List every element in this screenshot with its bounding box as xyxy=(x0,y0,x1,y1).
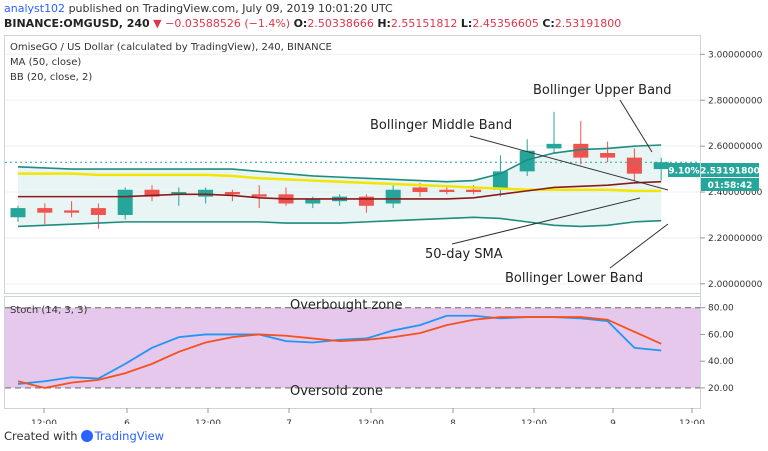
candle-body-22 xyxy=(600,153,616,158)
candle-body-18 xyxy=(492,171,508,190)
candle-body-1 xyxy=(37,208,53,213)
high-value: 2.55151812 xyxy=(390,17,458,30)
annotation-upper-band: Bollinger Upper Band xyxy=(533,83,672,98)
candle-body-3 xyxy=(90,208,106,215)
sma50-line xyxy=(18,172,662,193)
price-axis: 3.00000000 2.80000000 2.60000000 2.40000000… xyxy=(700,50,763,290)
arrow-lower-band xyxy=(609,223,669,269)
candle-body-24 xyxy=(653,162,669,170)
price-tick-label-4: 2.20000000 xyxy=(708,234,763,244)
author-link[interactable]: analyst102 xyxy=(4,2,66,15)
bb-legend: BB (20, close, 2) xyxy=(10,72,92,83)
stoch-legend: Stoch (14, 3, 3) xyxy=(10,305,87,316)
stoch-d-line xyxy=(17,316,662,389)
arrow-middle-band xyxy=(469,135,669,191)
time-tick-label-2: 12:00 xyxy=(195,419,221,424)
chart-title: OmiseGO / US Dollar (calculated by Tradi… xyxy=(10,42,332,53)
candle-body-11 xyxy=(305,198,321,204)
time-axis: 12:00 6 12:00 7 12:00 8 12:00 9 12:00 xyxy=(31,408,705,424)
price-tick-label-1: 2.80000000 xyxy=(708,96,763,106)
price-change: ▼ −0.03588526 (−1.4%) xyxy=(153,17,291,30)
candle-body-14 xyxy=(385,189,401,204)
candle-body-13 xyxy=(358,196,374,206)
bb-upper-line xyxy=(17,144,662,183)
time-tick-label-3: 7 xyxy=(286,419,292,424)
candle-body-17 xyxy=(466,189,482,193)
bollinger-fill xyxy=(18,144,662,227)
time-tick-label-8: 12:00 xyxy=(679,419,705,424)
price-tick-label-2: 2.60000000 xyxy=(708,142,763,152)
tradingview-logo-icon xyxy=(80,430,93,442)
high-label: H: xyxy=(377,17,391,30)
stoch-tick-label-2: 40.00 xyxy=(708,357,734,367)
candle-body-15 xyxy=(412,187,428,193)
annotation-oversold: Oversold zone xyxy=(290,384,383,399)
time-tick-label-0: 12:00 xyxy=(31,419,57,424)
stoch-tick-label-0: 80.00 xyxy=(708,304,734,314)
annotation-overbought: Overbought zone xyxy=(290,298,402,313)
candle-body-7 xyxy=(198,189,214,197)
arrow-upper-band xyxy=(619,99,653,153)
publish-line: analyst102 published on TradingView.com,… xyxy=(4,2,393,15)
bb-middle-line xyxy=(18,180,662,200)
created-with-label: Created with xyxy=(4,429,78,443)
open-label: O: xyxy=(293,17,308,30)
time-tick-label-7: 9 xyxy=(610,419,616,424)
candle-body-20 xyxy=(546,143,562,149)
stochastic xyxy=(5,307,700,389)
annotation-sma: 50-day SMA xyxy=(425,247,503,262)
price-tick-label-3: 2.40000000 xyxy=(708,188,763,198)
footer: Created with TradingView xyxy=(4,429,164,443)
time-tick-label-1: 6 xyxy=(124,419,130,424)
candle-body-0 xyxy=(10,208,26,218)
countdown-badge xyxy=(701,178,759,191)
stoch-axis: 80.00 60.00 40.00 20.00 xyxy=(700,304,734,394)
indicator-lines xyxy=(5,144,700,228)
close-label: C: xyxy=(542,17,555,30)
bb-lower-line xyxy=(17,216,662,228)
arrow-sma xyxy=(451,197,641,245)
price-badge-text: 2.53191800 xyxy=(700,167,760,177)
candle-body-8 xyxy=(224,192,240,195)
ma-legend: MA (50, close) xyxy=(10,57,81,68)
pct-badge xyxy=(668,163,700,177)
chart-canvas[interactable]: 3.00000000 2.80000000 2.60000000 2.40000000… xyxy=(0,34,768,424)
candle-body-6 xyxy=(171,192,187,195)
price-tick-label-0: 3.00000000 xyxy=(708,50,763,60)
time-tick-label-5: 8 xyxy=(450,419,456,424)
close-value: 2.53191800 xyxy=(554,17,622,30)
candle-body-2 xyxy=(64,210,80,213)
time-tick-label-6: 12:00 xyxy=(521,419,547,424)
stoch-tick-label-3: 20.00 xyxy=(708,384,734,394)
candle-body-16 xyxy=(439,189,455,193)
candle-body-4 xyxy=(117,189,133,215)
bollinger-band-area xyxy=(18,144,662,227)
stoch-tick-label-1: 60.00 xyxy=(708,330,734,340)
price-tick-label-5: 2.00000000 xyxy=(708,280,763,290)
candle-body-23 xyxy=(626,157,642,174)
open-value: 2.50338666 xyxy=(307,17,374,30)
candle-body-9 xyxy=(251,194,267,197)
time-tick-label-4: 12:00 xyxy=(358,419,384,424)
pct-badge-text: 9.10% xyxy=(668,167,699,177)
candle-body-21 xyxy=(573,143,589,158)
annotation-middle-band: Bollinger Middle Band xyxy=(370,118,512,133)
brand-link[interactable]: TradingView xyxy=(80,429,165,443)
low-value: 2.45356605 xyxy=(472,17,539,30)
low-label: L: xyxy=(460,17,473,30)
annotation-lower-band: Bollinger Lower Band xyxy=(505,271,643,286)
publish-info: published on TradingView.com, July 09, 2… xyxy=(68,2,393,15)
ohlc-bar: BINANCE:OMGUSD, 240 ▼ −0.03588526 (−1.4%… xyxy=(4,17,621,30)
brand-label: TradingView xyxy=(94,429,165,443)
candle-body-5 xyxy=(144,189,160,197)
candle-body-19 xyxy=(519,150,535,172)
symbol-label: BINANCE:OMGUSD, 240 xyxy=(4,17,150,30)
countdown-badge-text: 01:58:42 xyxy=(708,181,753,191)
price-badge xyxy=(701,163,759,177)
